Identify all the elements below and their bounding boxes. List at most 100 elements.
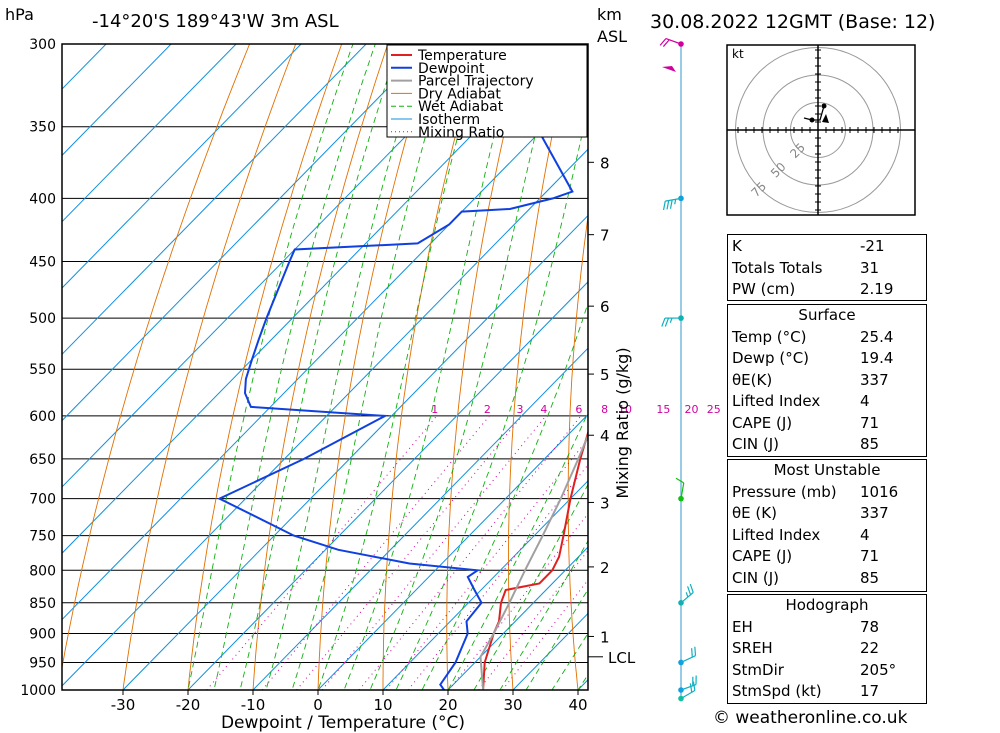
x-tick-label: 0 bbox=[313, 696, 323, 714]
wet-adiabat-line bbox=[395, 106, 588, 690]
mixing-ratio-label: 4 bbox=[540, 403, 547, 416]
pressure-tick-label: 800 bbox=[29, 563, 56, 579]
dry-adiabat-line bbox=[382, 44, 481, 690]
mixing-ratio-line bbox=[261, 415, 490, 690]
dry-adiabat-line bbox=[939, 7, 1000, 716]
pressure-tick-label: 300 bbox=[29, 37, 56, 53]
wet-adiabat-line bbox=[187, 44, 354, 690]
sreh-label: SREH bbox=[732, 639, 773, 657]
km-label: km bbox=[597, 5, 622, 24]
hodograph-unit-label: kt bbox=[732, 47, 744, 61]
mu-pressure-label: Pressure (mb) bbox=[732, 482, 837, 501]
pressure-tick-label: 950 bbox=[29, 655, 56, 671]
stmspd-label: StmSpd (kt) bbox=[732, 682, 822, 700]
copyright[interactable]: © weatheronline.co.uk bbox=[713, 708, 908, 728]
surface-dewp-label: Dewp (°C) bbox=[732, 349, 810, 367]
surface-temp-label: Temp (°C) bbox=[732, 327, 807, 346]
km-tick-label: 2 bbox=[600, 559, 610, 577]
wind-barb-flag bbox=[664, 317, 670, 327]
wind-barb bbox=[680, 689, 696, 700]
eh-value: 78 bbox=[860, 617, 880, 636]
isotherm-line bbox=[447, 546, 588, 690]
wind-barb-flag bbox=[666, 200, 670, 210]
mu-li-value: 4 bbox=[860, 525, 870, 544]
surface-cin-label: CIN (J) bbox=[732, 435, 780, 453]
km-tick-label: 1 bbox=[600, 628, 610, 646]
wet-adiabat-line bbox=[291, 44, 453, 690]
dry-adiabat-line bbox=[252, 44, 389, 690]
pressure-tick-label: 450 bbox=[29, 255, 56, 271]
wind-pennant-icon bbox=[662, 66, 676, 72]
wind-barb bbox=[680, 592, 694, 604]
pressure-tick-label: 550 bbox=[29, 362, 56, 378]
wind-barb-flag bbox=[662, 39, 670, 47]
mu-cin-label: CIN (J) bbox=[732, 568, 780, 587]
wet-adiabat-line bbox=[421, 301, 588, 690]
wind-barb bbox=[665, 197, 682, 202]
dry-adiabat-line bbox=[567, 213, 588, 690]
pressure-tick-label: 1000 bbox=[20, 683, 56, 699]
x-tick-label: -10 bbox=[241, 696, 266, 714]
legend-label: Isotherm bbox=[418, 112, 480, 128]
wind-barb-flag bbox=[694, 646, 697, 656]
isotherm-line bbox=[317, 413, 588, 690]
wet-adiabat-line bbox=[343, 44, 519, 690]
legend-label: Mixing Ratio bbox=[418, 125, 504, 141]
isotherm-line bbox=[382, 480, 588, 690]
legend-label: Dewpoint bbox=[418, 61, 485, 77]
km-tick-label: 3 bbox=[600, 494, 610, 512]
legend-label: Wet Adiabat bbox=[418, 99, 504, 115]
x-tick-label: -30 bbox=[111, 696, 136, 714]
x-tick-label: 40 bbox=[568, 696, 587, 714]
storm-motion-arrow-icon bbox=[822, 114, 829, 123]
most-unstable-title: Most Unstable bbox=[773, 461, 881, 479]
mu-cape-label: CAPE (J) bbox=[732, 547, 793, 565]
stmdir-label: StmDir bbox=[732, 660, 784, 679]
location-title: -14°20'S 189°43'W 3m ASL bbox=[92, 11, 339, 32]
wind-barb-flag bbox=[692, 681, 696, 691]
isotherm-line bbox=[62, 44, 367, 356]
mixing-ratio-label: 2 bbox=[484, 403, 491, 416]
km-tick-label: 7 bbox=[600, 227, 610, 245]
dry-adiabat-line bbox=[682, 7, 717, 716]
x-tick-label: 10 bbox=[373, 696, 392, 714]
surface-li-value: 4 bbox=[860, 392, 870, 410]
most-unstable-table: Most Unstable Pressure (mb) 1016 θE (K) 33… bbox=[727, 459, 927, 592]
isotherm-line bbox=[62, 44, 172, 157]
wind-barb-flag bbox=[689, 583, 694, 593]
lcl-label: LCL bbox=[608, 649, 636, 667]
wet-adiabat-line bbox=[265, 44, 425, 690]
mixing-ratio-label: 10 bbox=[618, 403, 632, 416]
dry-adiabat-line bbox=[626, 7, 672, 716]
pressure-tick-label: 650 bbox=[29, 452, 56, 468]
mu-li-label: Lifted Index bbox=[732, 525, 821, 544]
mixing-ratio-label: 15 bbox=[656, 403, 670, 416]
tt-value: 31 bbox=[860, 258, 880, 277]
surface-temp-value: 25.4 bbox=[860, 327, 894, 346]
legend-box bbox=[386, 44, 588, 138]
wet-adiabat-line bbox=[369, 44, 558, 690]
mixing-ratio-line bbox=[385, 438, 588, 690]
pressure-tick-label: 700 bbox=[29, 492, 56, 508]
isotherm-line bbox=[62, 44, 432, 422]
surface-theta-label: θE(K) bbox=[732, 370, 773, 389]
hodograph-title: Hodograph bbox=[785, 596, 869, 614]
wet-adiabat-line bbox=[447, 411, 588, 690]
mu-theta-value: 337 bbox=[860, 504, 889, 522]
mixing-ratio-label: 8 bbox=[601, 403, 608, 416]
km-tick-label: 8 bbox=[600, 154, 610, 172]
pressure-unit-label: hPa bbox=[5, 5, 34, 24]
asl-label: ASL bbox=[597, 27, 628, 46]
dry-adiabat-line bbox=[62, 44, 251, 671]
pressure-tick-label: 350 bbox=[29, 120, 56, 136]
wet-adiabat-line bbox=[317, 44, 484, 690]
wind-barb-flag bbox=[689, 683, 693, 693]
mixing-ratio-axis-label: Mixing Ratio (g/kg) bbox=[613, 347, 632, 498]
mixing-ratio-line bbox=[407, 464, 588, 690]
pressure-tick-label: 900 bbox=[29, 626, 56, 642]
wet-adiabat-line bbox=[213, 44, 376, 690]
mixing-ratio-label: 6 bbox=[575, 403, 582, 416]
indices-table: K -21 Totals Totals 31 PW (cm) 2.19 bbox=[727, 234, 927, 301]
wet-adiabat-line bbox=[551, 632, 588, 690]
